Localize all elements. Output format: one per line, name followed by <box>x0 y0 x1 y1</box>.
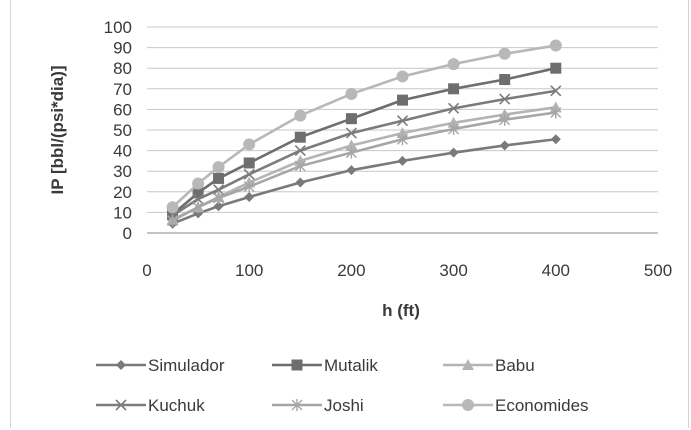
x-axis-title: h (ft) <box>382 301 420 320</box>
y-tick-label: 100 <box>104 18 132 37</box>
data-point <box>499 74 511 86</box>
legend-marker <box>116 360 126 370</box>
data-point <box>345 146 357 159</box>
data-point <box>192 177 205 190</box>
series-economides <box>166 39 562 214</box>
y-tick-label: 20 <box>113 183 132 202</box>
series-line <box>172 137 556 225</box>
data-point <box>396 70 409 83</box>
legend-label: Mutalik <box>324 356 378 375</box>
data-point <box>397 94 408 106</box>
data-point <box>212 161 225 174</box>
legend-item-simulador: Simulador <box>96 356 225 375</box>
data-point <box>166 201 179 214</box>
y-tick-label: 80 <box>113 59 132 78</box>
data-point <box>448 83 460 95</box>
legend-label: Kuchuk <box>148 396 205 415</box>
series-joshi <box>167 106 562 227</box>
data-point <box>345 87 358 100</box>
data-point <box>448 122 460 135</box>
data-point <box>397 155 408 166</box>
data-point <box>499 113 511 126</box>
data-point <box>550 106 562 119</box>
data-point <box>499 93 511 105</box>
legend: Simulador Mutalik Babu Kuchuk Joshi Economide… <box>96 356 589 415</box>
y-tick-label: 70 <box>113 80 132 99</box>
x-tick-label: 100 <box>235 261 263 280</box>
x-tick-label: 300 <box>439 261 467 280</box>
data-point <box>294 145 306 157</box>
data-point <box>244 191 255 202</box>
y-tick-label: 60 <box>113 100 132 119</box>
data-point <box>396 115 409 127</box>
data-point <box>499 140 510 151</box>
data-point <box>294 131 306 143</box>
legend-marker <box>462 359 474 370</box>
legend-item-joshi: Joshi <box>272 396 364 415</box>
data-point <box>243 168 255 180</box>
legend-label: Simulador <box>148 356 225 375</box>
data-point <box>498 47 511 60</box>
legend-item-kuchuk: Kuchuk <box>96 396 205 415</box>
data-point <box>294 160 306 173</box>
legend-label: Joshi <box>324 396 364 415</box>
data-point <box>243 138 256 151</box>
x-tick-label: 200 <box>337 261 365 280</box>
data-point <box>167 214 179 227</box>
data-point <box>549 39 562 52</box>
chart-frame <box>10 0 689 428</box>
data-point <box>243 157 255 169</box>
data-point <box>448 102 460 114</box>
data-point <box>294 109 307 122</box>
y-axis-title: IP [bbl/(psi*dia)] <box>48 65 67 194</box>
x-tick-label: 500 <box>644 261 672 280</box>
series-line <box>171 44 557 209</box>
legend-marker <box>115 399 127 411</box>
data-point <box>345 113 357 125</box>
legend-item-babu: Babu <box>443 356 535 375</box>
data-point <box>213 201 224 212</box>
legend-marker <box>462 399 474 411</box>
data-point <box>213 191 225 204</box>
y-tick-label: 0 <box>123 224 132 243</box>
data-point <box>243 180 255 193</box>
data-point <box>345 139 358 151</box>
data-point <box>345 127 357 139</box>
legend-marker <box>291 399 303 411</box>
legend-item-economides: Economides <box>443 396 589 415</box>
series-line <box>171 111 556 222</box>
legend-item-mutalik: Mutalik <box>272 356 378 375</box>
data-point <box>346 165 357 176</box>
data-point <box>295 177 306 188</box>
x-tick-label: 0 <box>142 261 151 280</box>
series-line <box>171 66 557 216</box>
data-point <box>550 62 562 74</box>
legend-marker <box>291 359 303 371</box>
x-axis-tick-labels: 0 100 200 300 400 500 <box>142 261 672 280</box>
y-tick-label: 40 <box>113 142 132 161</box>
data-point <box>192 187 204 199</box>
y-tick-label: 10 <box>113 203 132 222</box>
legend-label: Babu <box>495 356 535 375</box>
y-tick-label: 50 <box>113 121 132 140</box>
series-kuchuk <box>166 85 562 222</box>
series-layer <box>166 39 562 229</box>
x-tick-label: 400 <box>542 261 570 280</box>
data-point <box>192 193 204 205</box>
data-point <box>397 133 408 146</box>
legend-label: Economides <box>495 396 589 415</box>
data-point <box>550 134 561 145</box>
data-point <box>447 58 460 71</box>
y-tick-label: 90 <box>113 39 132 58</box>
data-point <box>550 85 562 97</box>
data-point <box>192 201 204 214</box>
series-line <box>171 89 557 217</box>
data-point <box>212 184 225 196</box>
data-point <box>213 172 225 184</box>
data-point <box>448 147 459 158</box>
y-tick-label: 30 <box>113 162 132 181</box>
